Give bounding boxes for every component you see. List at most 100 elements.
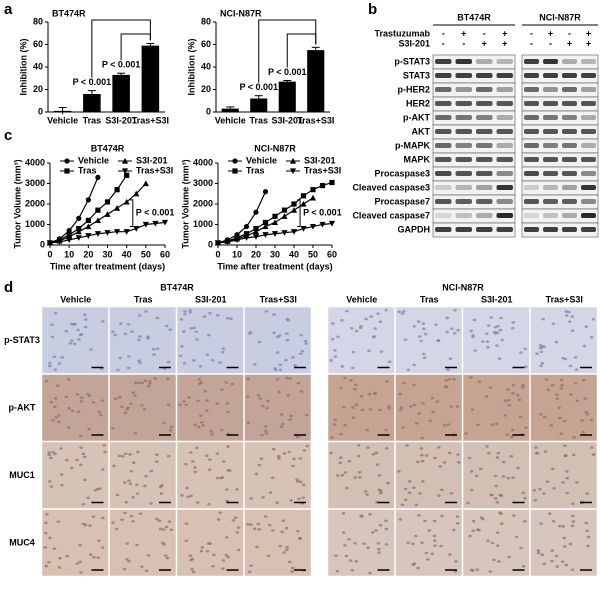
ihc-image: [244, 374, 312, 442]
marker: [271, 231, 279, 237]
blot-band: [476, 143, 493, 148]
nucleus: [424, 551, 429, 555]
nucleus: [118, 356, 122, 360]
nucleus: [524, 365, 528, 368]
nucleus: [273, 368, 278, 372]
nucleus: [454, 560, 458, 563]
y-tick-label: 40: [201, 61, 211, 71]
blot-band: [435, 129, 452, 134]
nucleus: [485, 340, 490, 343]
nucleus: [157, 519, 162, 523]
nucleus: [258, 397, 262, 400]
blot-row-label: Cleaved caspase3: [352, 182, 430, 192]
nucleus: [78, 543, 82, 547]
nucleus: [178, 403, 182, 407]
nucleus: [162, 543, 167, 546]
nucleus: [135, 492, 140, 495]
nucleus: [192, 358, 196, 362]
nucleus: [285, 332, 289, 335]
blot-band: [562, 129, 577, 134]
nucleus: [83, 325, 88, 329]
nucleus: [351, 416, 356, 419]
nucleus: [256, 394, 261, 397]
nucleus: [375, 463, 380, 466]
nucleus: [131, 519, 135, 523]
nucleus: [76, 328, 80, 332]
blot-band: [562, 59, 577, 64]
nucleus: [378, 320, 383, 324]
nucleus: [430, 396, 435, 400]
marker: [85, 197, 91, 203]
nucleus: [552, 487, 556, 490]
nucleus: [129, 469, 134, 473]
nucleus: [536, 549, 541, 552]
marker: [76, 226, 82, 232]
nucleus: [345, 309, 349, 313]
nucleus: [280, 422, 285, 426]
nucleus: [589, 418, 594, 422]
nucleus: [78, 463, 83, 467]
nucleus: [304, 342, 309, 345]
blot-band: [496, 157, 513, 162]
nucleus: [569, 393, 573, 396]
blot-band: [581, 227, 596, 232]
nucleus: [557, 406, 562, 410]
blot-band: [455, 129, 472, 134]
nucleus: [249, 523, 253, 526]
nucleus: [282, 551, 286, 554]
blot-band: [476, 185, 493, 190]
x-axis-label: Time after treatment (days): [50, 261, 165, 271]
nucleus: [179, 345, 184, 348]
nucleus: [295, 435, 300, 439]
nucleus: [398, 392, 403, 396]
marker: [262, 219, 269, 226]
bracket: [286, 33, 317, 68]
nucleus: [290, 570, 294, 573]
nucleus: [188, 451, 193, 454]
nucleus: [236, 548, 241, 552]
ihc-image: [41, 509, 109, 577]
y-tick-label: 4000: [193, 157, 213, 167]
nucleus: [423, 519, 427, 523]
treatment-sign: -: [442, 38, 445, 48]
nucleus: [565, 476, 570, 480]
y-axis-label: Tumor Volume (mm³): [180, 159, 190, 248]
panel-label: a: [4, 1, 13, 18]
nucleus: [98, 413, 103, 417]
nucleus: [420, 459, 425, 463]
blot-row-label: p-STAT3: [394, 56, 430, 66]
nucleus: [417, 335, 422, 338]
nucleus: [488, 570, 493, 573]
nucleus: [233, 516, 238, 519]
nucleus: [509, 455, 514, 458]
nucleus: [60, 355, 65, 359]
nucleus: [359, 394, 364, 398]
y-tick-label: 2000: [193, 198, 213, 208]
nucleus: [91, 401, 96, 404]
blot-band: [455, 59, 472, 64]
nucleus: [499, 494, 504, 498]
nucleus: [341, 405, 346, 409]
nucleus: [335, 569, 340, 573]
nucleus: [384, 527, 389, 531]
nucleus: [96, 487, 100, 491]
nucleus: [499, 522, 504, 526]
marker: [262, 232, 269, 238]
nucleus: [407, 491, 412, 495]
marker: [94, 231, 102, 237]
nucleus: [412, 562, 417, 565]
nucleus: [43, 531, 48, 535]
marker: [152, 220, 159, 227]
nucleus: [333, 349, 337, 352]
nucleus: [133, 381, 138, 385]
nucleus: [583, 397, 588, 400]
nucleus: [560, 560, 565, 563]
nucleus: [384, 308, 388, 312]
nucleus: [503, 413, 508, 417]
nucleus: [190, 567, 194, 571]
nucleus: [246, 421, 251, 424]
nucleus: [208, 458, 212, 461]
blot-band: [524, 59, 539, 64]
nucleus: [486, 324, 491, 327]
y-tick-label: 3000: [193, 178, 213, 188]
